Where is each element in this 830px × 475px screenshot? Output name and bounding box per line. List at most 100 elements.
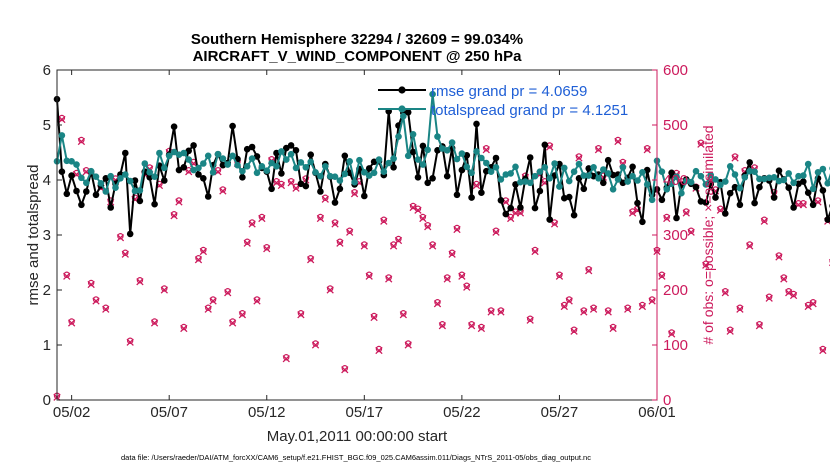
obs-possible-marker <box>463 282 470 289</box>
totalspread-point <box>497 176 505 183</box>
y-tick-label-right: 200 <box>663 282 688 299</box>
rmse-point <box>629 163 636 171</box>
rmse-point <box>668 169 675 177</box>
rmse-point <box>580 185 588 193</box>
obs-count-point <box>819 345 827 355</box>
obs-possible-marker <box>195 255 202 262</box>
obs-assimilated-marker <box>424 223 432 231</box>
totalspread-point <box>268 159 275 167</box>
obs-count-point <box>799 200 808 209</box>
rmse-point <box>195 171 202 178</box>
obs-assimilated-marker <box>643 146 651 154</box>
obs-possible-marker <box>780 274 788 281</box>
obs-possible-marker <box>385 274 392 281</box>
totalspread-point <box>478 154 485 162</box>
obs-assimilated-marker <box>487 308 495 316</box>
obs-possible-marker <box>395 235 402 243</box>
totalspread-point <box>448 139 456 146</box>
rmse-point <box>200 175 207 182</box>
obs-possible-marker <box>585 266 592 273</box>
obs-possible-marker <box>736 304 744 311</box>
totalspread-point <box>87 167 95 175</box>
totalspread-point <box>809 185 817 193</box>
obs-possible-marker <box>351 189 358 196</box>
obs-count-point <box>589 304 598 313</box>
obs-count-point <box>180 323 188 333</box>
obs-possible-marker <box>453 224 461 232</box>
obs-assimilated-marker <box>370 313 378 322</box>
rmse-point <box>546 216 553 223</box>
obs-count-point <box>316 213 325 223</box>
legend-spread-label: totalspread grand pr = 4.1251 <box>431 102 628 119</box>
totalspread-point <box>185 156 192 163</box>
obs-possible-marker <box>63 271 70 278</box>
obs-assimilated-marker <box>248 220 256 228</box>
totalspread-point <box>224 161 231 168</box>
obs-assimilated-marker <box>224 289 232 297</box>
obs-assimilated-marker <box>394 236 403 245</box>
obs-possible-marker <box>531 246 539 254</box>
obs-assimilated-marker <box>570 327 578 335</box>
totalspread-point <box>409 131 417 138</box>
totalspread-point <box>122 171 129 178</box>
obs-count-point <box>277 180 286 190</box>
totalspread-point <box>512 163 519 171</box>
obs-count-point <box>682 208 690 217</box>
obs-assimilated-marker <box>575 154 583 162</box>
obs-count-point <box>453 224 461 234</box>
obs-assimilated-marker <box>516 209 525 217</box>
totalspread-point <box>731 171 739 178</box>
totalspread-point <box>278 148 285 155</box>
obs-count-point <box>258 213 266 223</box>
obs-possible-marker <box>556 271 563 278</box>
totalspread-point <box>443 147 451 154</box>
obs-assimilated-marker <box>589 305 598 313</box>
obs-possible-marker <box>580 307 588 314</box>
totalspread-point <box>92 173 100 180</box>
obs-possible-marker <box>336 238 344 245</box>
obs-assimilated-marker <box>263 245 271 253</box>
obs-count-point <box>648 296 656 305</box>
obs-assimilated-marker <box>87 280 95 289</box>
obs-assimilated-marker <box>492 228 500 236</box>
obs-assimilated-marker <box>63 272 71 280</box>
y-tick-label-left: 3 <box>43 227 51 244</box>
totalspread-point <box>151 173 158 180</box>
totalspread-point <box>785 170 792 177</box>
obs-assimilated-marker <box>448 250 456 258</box>
rmse-point <box>785 184 792 191</box>
obs-assimilated-marker <box>580 308 588 316</box>
obs-possible-marker <box>151 318 158 325</box>
obs-possible-marker <box>648 296 656 303</box>
rmse-point <box>634 199 641 207</box>
totalspread-point <box>356 156 363 164</box>
obs-assimilated-marker <box>136 278 144 286</box>
obs-assimilated-marker <box>419 214 427 223</box>
rmse-point <box>483 167 490 175</box>
obs-count-point <box>414 205 422 214</box>
totalspread-point <box>97 180 105 187</box>
rmse-point <box>161 177 168 184</box>
obs-count-point <box>463 282 471 291</box>
x-tick-label: 05/17 <box>346 404 384 421</box>
obs-possible-marker <box>180 323 188 331</box>
chart-title-line1: Southern Hemisphere 32294 / 32609 = 99.0… <box>191 31 523 48</box>
obs-possible-marker <box>609 323 617 331</box>
y-tick-label-left: 0 <box>43 392 51 409</box>
totalspread-point <box>795 172 802 180</box>
obs-possible-marker <box>429 241 436 248</box>
totalspread-point <box>585 172 592 179</box>
totalspread-point <box>302 164 310 171</box>
obs-assimilated-marker <box>648 297 656 305</box>
obs-count-point <box>419 213 427 223</box>
y-tick-label-left: 6 <box>43 62 51 79</box>
obs-possible-marker <box>287 178 295 185</box>
obs-count-point <box>67 318 76 327</box>
obs-assimilated-marker <box>102 305 110 313</box>
rmse-point <box>502 210 510 218</box>
rmse-point <box>731 183 739 191</box>
obs-assimilated-marker <box>58 115 66 124</box>
obs-possible-marker <box>253 296 261 303</box>
obs-possible-marker <box>551 219 558 226</box>
